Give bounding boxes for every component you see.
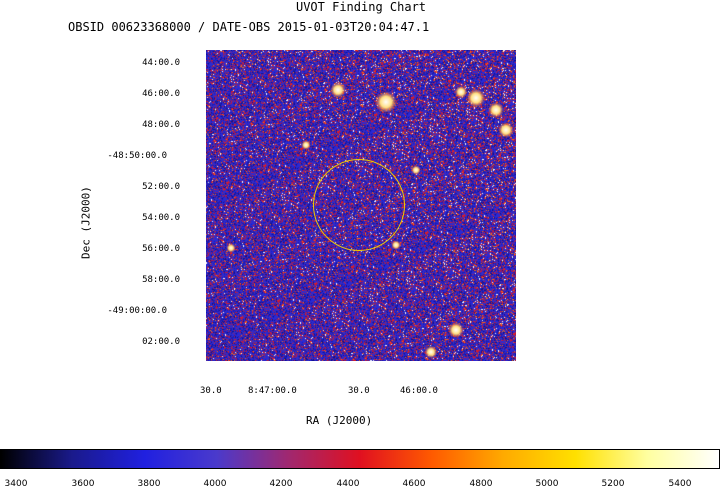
y-axis-label: Dec (J2000)	[79, 186, 93, 259]
chart-title: UVOT Finding Chart	[295, 0, 427, 14]
colorbar-tick-label: 4200	[269, 479, 293, 489]
dec-tick-label: 56:00.0	[142, 244, 180, 254]
ra-tick-label: 8:47:00.0	[248, 386, 297, 396]
colorbar-tick-label: 4000	[203, 479, 227, 489]
dec-tick-label: 52:00.0	[142, 182, 180, 192]
dec-tick-label: 48:00.0	[142, 120, 180, 130]
ra-tick-label: 46:00.0	[400, 386, 438, 396]
ra-tick-label: 30.0	[200, 386, 222, 396]
colorbar-tick-label: 5400	[668, 479, 692, 489]
dec-tick-label: 54:00.0	[142, 213, 180, 223]
dec-tick-label: -49:00:00.0	[107, 306, 167, 316]
colorbar-tick-label: 4600	[402, 479, 426, 489]
colorbar-tick-label: 3400	[4, 479, 28, 489]
colorbar-tick-label: 3600	[71, 479, 95, 489]
dec-tick-label: 58:00.0	[142, 275, 180, 285]
source-region-circle	[313, 159, 405, 251]
colorbar-tick-label: 3800	[137, 479, 161, 489]
dec-tick-label: 44:00.0	[142, 58, 180, 68]
colorbar-tick-label: 5000	[535, 479, 559, 489]
colorbar	[0, 449, 720, 469]
dec-tick-label: -48:50:00.0	[107, 151, 167, 161]
colorbar-tick-label: 5200	[601, 479, 625, 489]
colorbar-tick-label: 4800	[469, 479, 493, 489]
ra-tick-label: 30.0	[348, 386, 370, 396]
colorbar-tick-label: 4400	[336, 479, 360, 489]
x-axis-label: RA (J2000)	[306, 414, 373, 427]
dec-tick-label: 46:00.0	[142, 89, 180, 99]
dec-tick-label: 02:00.0	[142, 337, 180, 347]
chart-subtitle: OBSID 00623368000 / DATE-OBS 2015-01-03T…	[68, 20, 430, 34]
